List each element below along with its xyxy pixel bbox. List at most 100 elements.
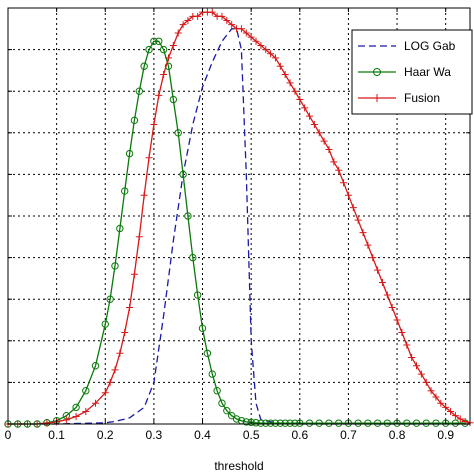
data-point (306, 112, 314, 120)
data-point (325, 145, 333, 153)
data-point (92, 399, 100, 407)
data-point (383, 291, 391, 299)
data-point (184, 212, 192, 220)
data-point (296, 419, 304, 427)
data-point (301, 104, 309, 112)
data-point (116, 349, 124, 357)
x-tick-label: 0 (5, 428, 12, 442)
data-point (174, 129, 182, 137)
legend-marker (373, 94, 381, 102)
data-point (344, 419, 353, 427)
data-point (305, 419, 314, 427)
data-point (373, 419, 382, 427)
data-point (325, 419, 333, 427)
data-point (218, 399, 226, 407)
data-point (330, 158, 338, 166)
data-point (349, 204, 357, 212)
data-point (145, 154, 153, 162)
data-point (340, 179, 348, 187)
data-point (262, 46, 270, 54)
data-point (441, 419, 450, 427)
data-point (296, 96, 304, 104)
data-point (43, 419, 51, 427)
x-tick-label: 0.3 (146, 428, 163, 442)
data-point (398, 328, 406, 336)
data-point (116, 224, 124, 233)
data-point (315, 419, 323, 427)
data-point (427, 387, 435, 395)
data-point (101, 389, 109, 397)
data-point (252, 419, 260, 427)
data-point (354, 216, 362, 224)
data-point (160, 71, 168, 79)
data-point (111, 262, 119, 270)
data-point (334, 419, 343, 427)
data-point (228, 411, 236, 420)
data-point (150, 37, 158, 45)
data-point (422, 378, 430, 386)
data-point (257, 419, 265, 427)
data-point (72, 403, 80, 412)
data-point (135, 87, 144, 95)
data-point (310, 120, 318, 128)
data-point (203, 349, 212, 357)
data-point (140, 62, 148, 70)
x-tick-label: 0.7 (340, 428, 357, 442)
x-tick-label: 0.5 (243, 428, 260, 442)
legend: LOG Gab Haar Wa Fusion (351, 29, 473, 115)
data-point (417, 370, 425, 378)
data-point (145, 45, 153, 54)
data-point (140, 191, 148, 199)
data-point (179, 21, 187, 29)
data-point (194, 12, 202, 20)
data-point (359, 229, 367, 237)
data-point (403, 419, 411, 427)
data-point (193, 291, 202, 299)
data-point (271, 54, 279, 62)
data-point (247, 418, 255, 427)
data-point (447, 408, 455, 416)
grid (7, 7, 470, 424)
data-point (198, 324, 207, 333)
data-point (72, 413, 80, 421)
data-point (291, 87, 299, 95)
data-point (155, 91, 163, 99)
data-point (276, 62, 284, 70)
data-point (228, 21, 236, 29)
data-point (135, 233, 143, 241)
data-point (179, 170, 187, 179)
data-point (62, 416, 70, 424)
data-point (281, 419, 289, 427)
x-axis-label: threshold (214, 459, 263, 473)
legend-marker (373, 68, 381, 76)
data-point (213, 387, 221, 395)
data-point (106, 378, 114, 386)
data-point (267, 50, 275, 58)
x-tick-label: 0.9 (437, 428, 454, 442)
data-point (242, 29, 250, 37)
data-point (159, 45, 168, 54)
data-point (369, 254, 377, 262)
data-point (111, 366, 119, 374)
data-point (286, 419, 294, 427)
data-point (456, 415, 464, 423)
data-point (106, 295, 114, 303)
data-point (388, 304, 396, 312)
data-point (266, 419, 275, 427)
data-point (432, 393, 440, 401)
data-point (354, 419, 362, 427)
data-point (164, 54, 172, 62)
x-tick-label: 0.6 (291, 428, 308, 442)
data-point (335, 166, 343, 174)
data-point (344, 191, 352, 199)
x-tick-label: 0.8 (389, 428, 406, 442)
data-point (218, 12, 226, 20)
data-point (412, 419, 421, 427)
data-point (125, 149, 134, 158)
data-point (422, 419, 430, 427)
data-point (393, 316, 401, 324)
data-point (276, 419, 285, 427)
data-point (121, 187, 129, 195)
legend-label: Fusion (404, 91, 440, 105)
data-point (155, 37, 163, 45)
